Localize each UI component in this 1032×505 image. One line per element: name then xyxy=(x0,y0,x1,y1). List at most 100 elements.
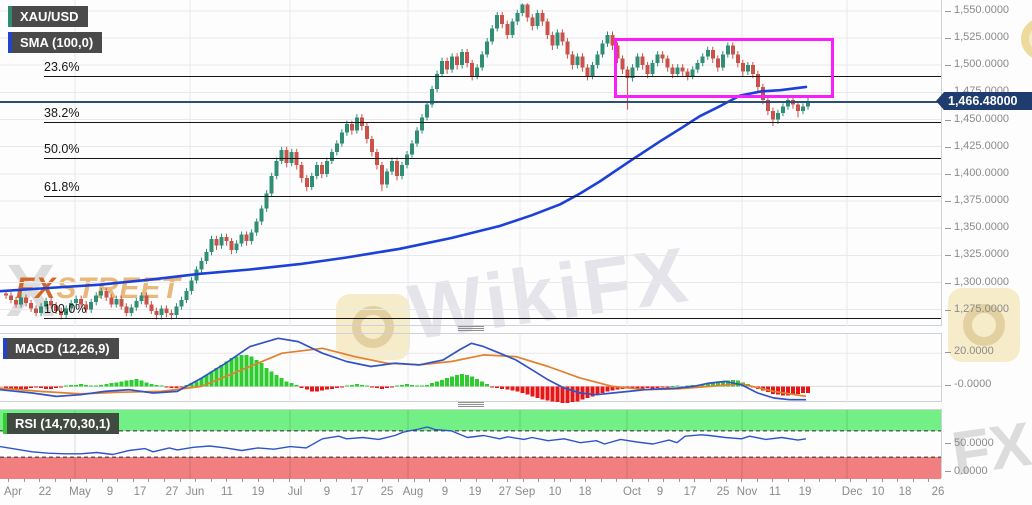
macd-histogram-bar xyxy=(785,386,790,396)
macd-histogram-bar xyxy=(720,381,725,387)
time-tick-mark xyxy=(569,478,571,482)
macd-histogram-bar xyxy=(374,386,379,389)
time-tick-mark xyxy=(413,478,415,482)
macd-histogram-bar xyxy=(244,354,249,387)
macd-histogram-bar xyxy=(790,386,795,395)
price-tick-mark xyxy=(945,201,951,203)
time-tick-mark xyxy=(70,478,72,482)
rsi-line xyxy=(0,426,807,456)
price-tick-label: 1,275.0000 xyxy=(954,302,1010,315)
time-tick-label: 25 xyxy=(380,486,394,498)
candle-body xyxy=(119,298,124,307)
time-tick-label: 17 xyxy=(350,486,364,498)
candle-body xyxy=(445,60,450,70)
macd-accent-bar xyxy=(3,338,7,359)
time-tick-label: 11 xyxy=(769,486,781,498)
price-axis[interactable]: 1,550.00001,525.00001,500.00001,475.0000… xyxy=(941,0,1032,326)
macd-histogram-bar xyxy=(269,371,274,387)
candle-body xyxy=(420,117,425,131)
time-tick-label: 26 xyxy=(931,486,945,498)
macd-histogram-bar xyxy=(570,386,575,403)
candle-body xyxy=(750,65,755,74)
macd-histogram-bar xyxy=(595,386,600,395)
candle-body xyxy=(530,17,535,27)
time-tick-label: 17 xyxy=(683,486,697,498)
candle-body xyxy=(590,65,595,77)
fib-level-label: 61.8% xyxy=(44,180,80,195)
candle-body xyxy=(19,297,24,305)
candle-body xyxy=(670,67,675,74)
time-tick-mark xyxy=(86,478,87,482)
candle-body xyxy=(394,160,399,177)
candle-body xyxy=(84,304,89,310)
macd-histogram-bar xyxy=(590,386,595,397)
candle-body xyxy=(600,43,605,55)
candle-body xyxy=(389,160,394,172)
rsi-axis[interactable]: 50.0000 0.0000 xyxy=(941,409,1032,478)
fib-level-label: 38.2% xyxy=(44,106,80,121)
macd-histogram-bar xyxy=(635,386,640,390)
macd-histogram-bar xyxy=(545,386,550,401)
candle-body xyxy=(344,123,349,133)
price-tick-mark xyxy=(945,173,951,175)
macd-histogram-bar xyxy=(69,384,74,387)
price-tick-label: 1,325.0000 xyxy=(954,248,1010,261)
candle-body xyxy=(675,67,680,74)
candle-body xyxy=(109,297,114,305)
macd-histogram-bar xyxy=(324,386,329,390)
candle-body xyxy=(425,104,430,118)
price-chart-panel[interactable]: 23.6% 38.2% 50.0% 61.8% 100.0% XAU/USD SMA (… xyxy=(0,0,941,326)
candle-body xyxy=(680,67,685,72)
time-tick-mark xyxy=(881,478,883,482)
candle-body xyxy=(244,234,249,242)
macd-histogram-bar xyxy=(169,386,174,389)
time-tick-label: 17 xyxy=(133,486,147,498)
macd-panel[interactable]: MACD (12,26,9) xyxy=(0,333,941,403)
price-tick-mark xyxy=(945,282,951,284)
time-tick-mark xyxy=(772,478,774,482)
macd-histogram-bar xyxy=(149,383,154,387)
macd-axis[interactable]: 20.0000 -0.0000 xyxy=(941,333,1032,402)
candle-body xyxy=(695,63,700,70)
time-tick-label: 25 xyxy=(716,486,730,498)
macd-histogram-bar xyxy=(14,386,19,390)
time-tick-mark xyxy=(725,478,727,482)
candle-body xyxy=(440,60,445,74)
candle-body xyxy=(339,132,344,144)
rsi-indicator-label: RSI (14,70,30,1) xyxy=(3,413,120,434)
macd-histogram-bar xyxy=(705,383,710,387)
candle-body xyxy=(655,54,660,64)
price-tick-label: 1,550.0000 xyxy=(954,3,1010,16)
macd-histogram-bar xyxy=(655,386,660,389)
macd-histogram-bar xyxy=(465,374,470,387)
macd-histogram-bar xyxy=(515,386,520,392)
rsi-plot xyxy=(0,410,941,479)
macd-histogram-bar xyxy=(54,386,59,389)
panel-resize-handle[interactable] xyxy=(458,402,484,408)
macd-histogram-bar xyxy=(79,383,84,387)
macd-histogram-bar xyxy=(84,384,89,387)
macd-histogram-bar xyxy=(89,385,94,387)
candle-body xyxy=(129,307,134,313)
rsi-panel[interactable]: RSI (14,70,30,1) xyxy=(0,409,941,479)
macd-histogram-bar xyxy=(304,386,309,390)
macd-tick-label: -0.0000 xyxy=(954,378,992,391)
consolidation-annotation-box[interactable] xyxy=(614,38,834,99)
candle-body xyxy=(545,21,550,35)
panel-resize-handle[interactable] xyxy=(458,326,484,332)
candle-body xyxy=(475,67,480,77)
time-tick-label: Nov xyxy=(736,486,758,498)
macd-histogram-bar xyxy=(179,386,184,388)
candle-body xyxy=(620,58,625,70)
fib-level-label: 100.0% xyxy=(44,302,87,317)
time-axis[interactable]: Apr 22 May 9 17 27 Jun 11 19 Jul 9 17 25 Aug 9 19 27 Sep 1… xyxy=(0,478,1032,505)
rsi-label-text: RSI (14,70,30,1) xyxy=(15,416,111,431)
candle-body xyxy=(650,63,655,74)
time-tick-mark xyxy=(210,478,212,482)
candle-body xyxy=(309,176,314,187)
candle-body xyxy=(595,54,600,66)
macd-histogram-bar xyxy=(329,386,334,389)
candle-body xyxy=(505,23,510,35)
time-tick-mark xyxy=(398,478,399,482)
time-tick-mark xyxy=(710,478,711,482)
